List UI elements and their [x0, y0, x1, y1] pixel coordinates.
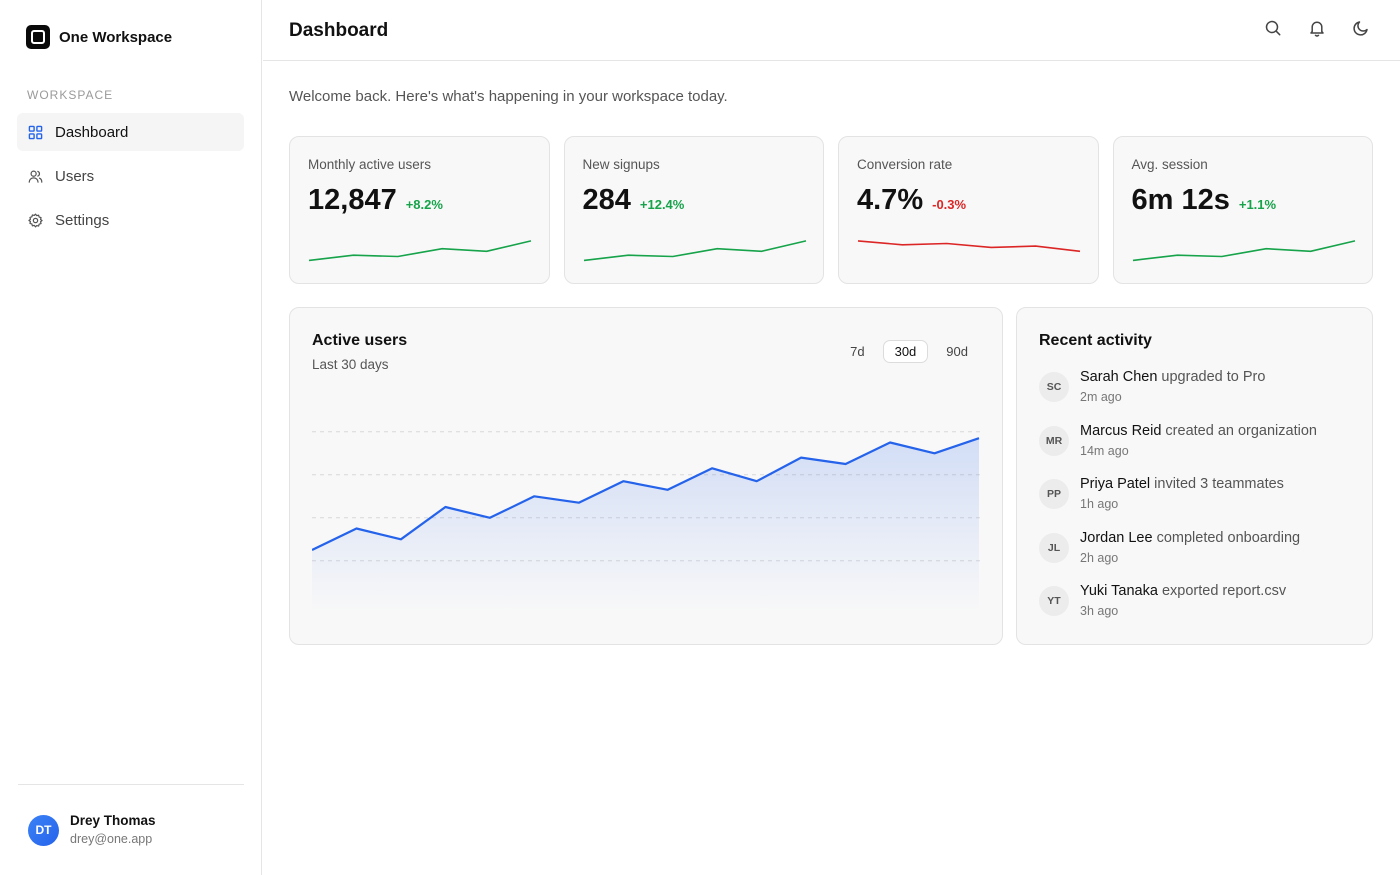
- grid-icon: [28, 125, 43, 139]
- sparkline-series: [583, 240, 806, 262]
- moon-icon: [1353, 21, 1368, 36]
- stat-label: Conversion rate: [857, 157, 953, 172]
- brand-logo-icon: [26, 25, 50, 49]
- range-tab-7d[interactable]: 7d: [850, 344, 865, 359]
- sidebar: One Workspace WORKSPACE Dashboard Users …: [0, 0, 262, 875]
- stat-sparkline: [857, 240, 1081, 253]
- active-users-chart: [312, 431, 980, 613]
- notifications-button[interactable]: [1308, 19, 1326, 37]
- list-item[interactable]: SC Sarah Chen upgraded to Pro 2m ago: [1039, 368, 1359, 422]
- gear-icon: [28, 213, 43, 227]
- activity-user: Yuki Tanaka: [1080, 583, 1158, 599]
- brand-name: One Workspace: [59, 28, 173, 46]
- stat-sparkline: [1132, 240, 1355, 262]
- welcome-message: Welcome back. Here's what's happening in…: [289, 88, 728, 105]
- stat-value: 6m 12s: [1131, 184, 1230, 216]
- list-item[interactable]: PP Priya Patel invited 3 teammates 1h ago: [1039, 475, 1359, 529]
- theme-toggle-button[interactable]: [1352, 19, 1370, 37]
- sidebar-item-users[interactable]: Users: [17, 157, 244, 195]
- activity-title: Recent activity: [1039, 332, 1152, 349]
- sparkline-series: [1132, 240, 1355, 262]
- stats-row: Monthly active users 12,847 +8.2% New signu…: [289, 136, 1373, 284]
- avatar: JL: [1039, 532, 1069, 563]
- activity-time: 14m ago: [1080, 443, 1129, 458]
- stat-sparkline: [583, 240, 806, 262]
- search-button[interactable]: [1264, 19, 1282, 37]
- avatar: YT: [1039, 586, 1069, 616]
- activity-action: upgraded to Pro: [1161, 369, 1266, 385]
- range-tab-30d[interactable]: 30d: [882, 340, 929, 363]
- stat-card: New signups 284 +12.4%: [563, 136, 824, 284]
- user-name: Drey Thomas: [70, 813, 156, 828]
- page-title: Dashboard: [289, 20, 389, 41]
- sparkline-series: [857, 240, 1081, 253]
- sidebar-nav: Dashboard Users Settings: [17, 113, 244, 245]
- list-item[interactable]: YT Yuki Tanaka exported report.csv 3h ago: [1039, 582, 1359, 636]
- sidebar-item-settings[interactable]: Settings: [17, 201, 244, 239]
- user-email: drey@one.app: [70, 832, 153, 846]
- stat-delta: -0.3%: [932, 197, 967, 212]
- stat-card: Conversion rate 4.7% -0.3%: [838, 136, 1099, 284]
- sidebar-item-label: Settings: [55, 211, 110, 229]
- sidebar-item-dashboard[interactable]: Dashboard: [17, 113, 244, 151]
- bell-icon: [1310, 21, 1324, 37]
- sidebar-divider: [18, 784, 244, 785]
- stat-label: New signups: [582, 157, 660, 172]
- activity-action: invited 3 teammates: [1154, 476, 1284, 492]
- avatar: DT: [28, 814, 59, 846]
- activity-time: 2h ago: [1080, 550, 1119, 565]
- chart-subtitle: Last 30 days: [312, 357, 389, 372]
- recent-activity-card: Recent activity SC Sarah Chen upgraded to…: [1016, 307, 1373, 645]
- list-item[interactable]: MR Marcus Reid created an organization 14m…: [1039, 422, 1359, 476]
- range-tabs: 7d 30d 90d: [838, 340, 980, 363]
- activity-action: completed onboarding: [1156, 529, 1301, 546]
- activity-user: Jordan Lee: [1080, 529, 1153, 546]
- brand[interactable]: One Workspace: [26, 25, 172, 49]
- list-item[interactable]: JL Jordan Lee completed onboarding 2h ago: [1039, 529, 1359, 583]
- header: Dashboard: [263, 0, 1400, 61]
- avatar: PP: [1039, 479, 1069, 509]
- activity-action: exported report.csv: [1161, 583, 1287, 599]
- stat-delta: +8.2%: [405, 197, 443, 212]
- series-line: [312, 437, 980, 551]
- stat-value: 4.7%: [857, 184, 924, 216]
- search-icon: [1265, 20, 1281, 36]
- activity-user: Sarah Chen: [1080, 369, 1158, 385]
- stat-value: 284: [582, 184, 631, 216]
- avatar: MR: [1039, 425, 1069, 456]
- stat-value: 12,847: [308, 184, 397, 216]
- active-users-card: Active users Last 30 days 7d 30d 90d: [289, 307, 1003, 645]
- activity-time: 2m ago: [1080, 390, 1122, 404]
- stat-delta: +1.1%: [1238, 197, 1277, 212]
- stat-delta: +12.4%: [639, 197, 685, 212]
- activity-action: created an organization: [1165, 422, 1317, 439]
- range-tab-90d[interactable]: 90d: [946, 344, 968, 359]
- nav-section-label: WORKSPACE: [27, 88, 114, 102]
- user-profile[interactable]: DT Drey Thomas drey@one.app: [28, 812, 156, 848]
- stat-label: Avg. session: [1131, 157, 1208, 172]
- activity-list: SC Sarah Chen upgraded to Pro 2m ago MR Marc…: [1039, 368, 1359, 636]
- sidebar-item-label: Users: [55, 167, 95, 185]
- sparkline-series: [308, 240, 532, 262]
- chart-title: Active users: [312, 332, 408, 349]
- activity-time: 1h ago: [1080, 497, 1119, 511]
- users-icon: [28, 170, 43, 183]
- stat-sparkline: [308, 240, 532, 262]
- avatar: SC: [1039, 372, 1069, 402]
- stat-card: Monthly active users 12,847 +8.2%: [289, 136, 550, 284]
- header-actions: [1264, 19, 1370, 37]
- activity-user: Marcus Reid: [1080, 422, 1162, 439]
- activity-time: 3h ago: [1080, 604, 1119, 618]
- area-fill: [312, 438, 979, 613]
- stat-card: Avg. session 6m 12s +1.1%: [1112, 136, 1373, 284]
- activity-user: Priya Patel: [1080, 476, 1151, 492]
- stat-label: Monthly active users: [308, 157, 432, 172]
- sidebar-item-label: Dashboard: [55, 123, 129, 141]
